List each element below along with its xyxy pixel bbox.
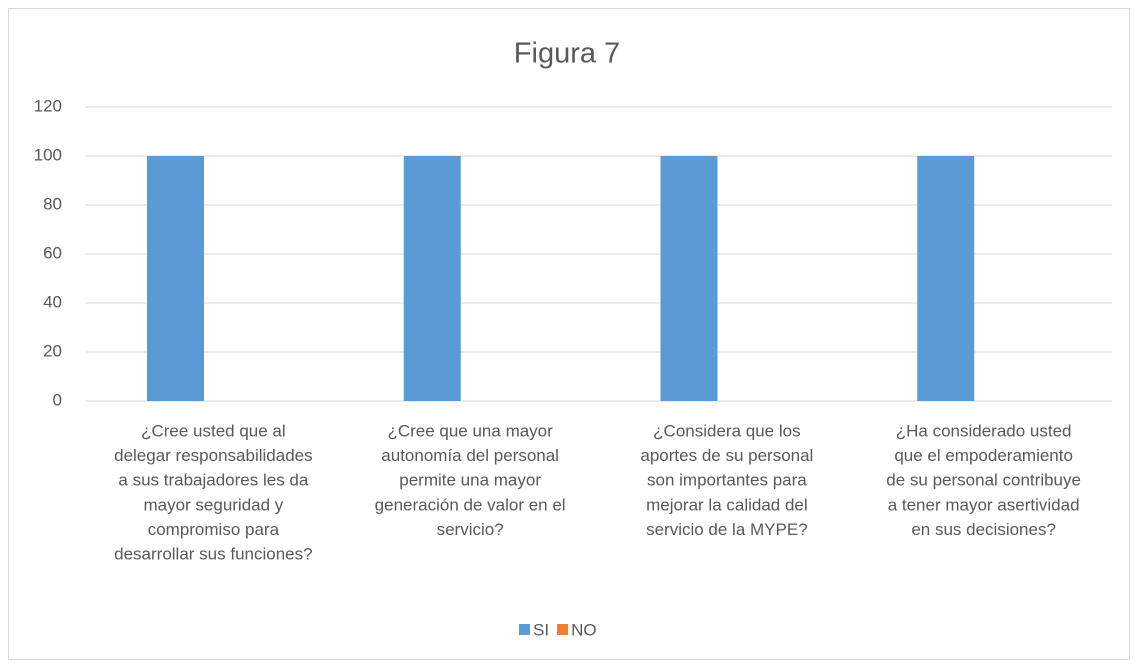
x-tick-label: aportes de su personal bbox=[640, 446, 813, 465]
x-tick-label: ¿Considera que los bbox=[653, 421, 800, 440]
x-tick-label: compromiso para bbox=[148, 520, 280, 539]
x-tick-label: ¿Ha considerado usted bbox=[896, 421, 1072, 440]
x-tick-label: de su personal contribuye bbox=[886, 471, 1081, 490]
y-tick-label: 40 bbox=[43, 292, 62, 311]
bar bbox=[403, 156, 461, 401]
x-tick-label: ¿Cree usted que al bbox=[141, 421, 286, 440]
x-tick-label: delegar responsabilidades bbox=[114, 446, 312, 465]
y-tick-label: 100 bbox=[34, 145, 62, 164]
x-tick-label: servicio? bbox=[437, 520, 504, 539]
bar bbox=[660, 156, 718, 401]
bar bbox=[917, 156, 975, 401]
x-tick-label: mayor seguridad y bbox=[143, 495, 283, 514]
x-tick-label: autonomía del personal bbox=[381, 446, 559, 465]
x-tick-label: mejorar la calidad del bbox=[646, 495, 808, 514]
x-tick-label: que el empoderamiento bbox=[894, 446, 1073, 465]
y-tick-label: 60 bbox=[43, 243, 62, 262]
x-tick-label: generación de valor en el bbox=[375, 495, 566, 514]
x-tick-label: permite una mayor bbox=[399, 471, 541, 490]
y-tick-label: 0 bbox=[53, 390, 62, 409]
bar bbox=[147, 156, 204, 401]
y-tick-label: 20 bbox=[43, 341, 62, 360]
legend-label: SI bbox=[533, 620, 549, 639]
x-tick-label: a tener mayor asertividad bbox=[888, 495, 1080, 514]
x-tick-label: desarrollar sus funciones? bbox=[114, 544, 312, 563]
legend-swatch bbox=[519, 624, 530, 635]
legend-label: NO bbox=[571, 620, 597, 639]
x-tick-label: son importantes para bbox=[647, 471, 807, 490]
x-tick-label: ¿Cree que una mayor bbox=[387, 421, 553, 440]
chart-title: Figura 7 bbox=[514, 38, 620, 70]
x-tick-label: servicio de la MYPE? bbox=[646, 520, 808, 539]
x-tick-label: a sus trabajadores les da bbox=[118, 471, 308, 490]
y-tick-label: 80 bbox=[43, 194, 62, 213]
x-tick-label: en sus decisiones? bbox=[911, 520, 1056, 539]
legend-swatch bbox=[557, 624, 569, 635]
y-tick-label: 120 bbox=[34, 96, 62, 115]
